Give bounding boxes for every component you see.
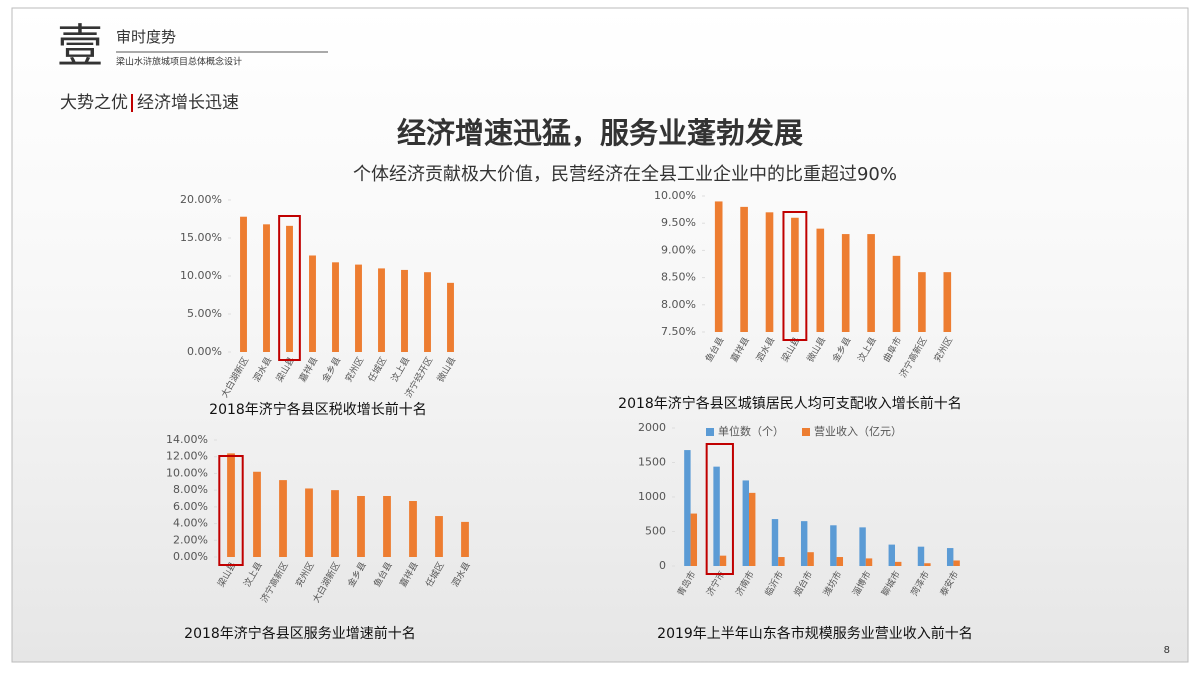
bar [461, 521, 469, 557]
legend-label: 营业收入（亿元） [814, 424, 902, 438]
bar [918, 272, 926, 332]
bar [841, 234, 850, 332]
highlight-box [705, 443, 734, 575]
bar [286, 225, 293, 352]
y-tick-label: 5.00% [187, 307, 222, 320]
bar [713, 466, 720, 566]
bar [807, 552, 814, 566]
bar [401, 269, 408, 352]
bar [253, 471, 261, 557]
y-tick-label: 9.00% [661, 243, 696, 256]
bar [435, 516, 443, 557]
bar [895, 561, 902, 566]
y-tick-label: 0.00% [187, 345, 222, 358]
bar [749, 492, 756, 566]
y-tick-label: 10.00% [180, 269, 222, 282]
bar [830, 525, 837, 566]
section-sub: 经济增长迅速 [137, 93, 239, 113]
bar [816, 228, 825, 332]
bar [309, 255, 316, 352]
chart-title: 2018年济宁各县区城镇居民人均可支配收入增长前十名 [618, 395, 962, 412]
legend-swatch [706, 428, 714, 436]
header-subtitle: 梁山水浒旅城项目总体概念设计 [116, 56, 242, 68]
bar [305, 488, 313, 557]
bar [424, 272, 431, 352]
y-tick-label: 1500 [638, 456, 666, 469]
legend-label: 单位数（个） [718, 424, 784, 438]
bar [943, 272, 952, 332]
y-tick-label: 9.50% [661, 216, 696, 229]
page-number: 8 [1164, 645, 1170, 656]
bar [953, 560, 960, 566]
bar [409, 501, 417, 557]
bar [800, 521, 808, 566]
bar [742, 480, 749, 566]
y-tick-label: 10.00% [166, 466, 208, 479]
bar [917, 546, 925, 566]
highlight-box [278, 215, 301, 361]
y-tick-label: 20.00% [180, 193, 222, 206]
highlight-box [782, 211, 808, 341]
bar [765, 212, 774, 332]
y-tick-label: 8.00% [661, 298, 696, 311]
y-tick-label: 7.50% [661, 325, 696, 338]
subheadline: 个体经济贡献极大价值，民营经济在全县工业企业中的比重超过90% [353, 164, 897, 185]
bar [771, 519, 779, 566]
header-title: 审时度势 [116, 28, 176, 46]
y-tick-label: 8.00% [173, 483, 208, 496]
bar [690, 513, 698, 566]
y-tick-label: 12.00% [166, 450, 208, 463]
headline: 经济增速迅猛，服务业蓬勃发展 [397, 116, 803, 150]
y-tick-label: 0 [659, 559, 666, 572]
bar [867, 234, 875, 332]
bar [240, 216, 247, 352]
bar [719, 555, 727, 566]
bar [924, 563, 931, 566]
y-tick-label: 15.00% [180, 231, 222, 244]
bar [865, 558, 873, 566]
legend-swatch [802, 428, 810, 436]
bar [447, 282, 454, 352]
section-main: 大势之优 [60, 93, 128, 113]
section-divider [131, 94, 133, 112]
bar [378, 268, 385, 352]
bar [263, 224, 270, 352]
chart-title: 2018年济宁各县区服务业增速前十名 [184, 625, 416, 642]
bar [355, 264, 362, 352]
bar [892, 255, 901, 332]
bar [227, 453, 235, 557]
y-tick-label: 10.00% [654, 189, 696, 202]
bar [859, 527, 866, 566]
bar [684, 450, 691, 566]
highlight-box [218, 455, 244, 566]
y-tick-label: 2000 [638, 421, 666, 434]
y-tick-label: 14.00% [166, 433, 208, 446]
y-tick-label: 1000 [638, 490, 666, 503]
header-number: 壹 [57, 19, 103, 73]
chart-title: 2018年济宁各县区税收增长前十名 [209, 401, 427, 418]
bar [383, 495, 391, 557]
y-tick-label: 8.50% [661, 271, 696, 284]
y-tick-label: 6.00% [173, 500, 208, 513]
bar [357, 495, 365, 557]
slide-frame [11, 7, 1189, 663]
bar [279, 480, 287, 557]
bar [332, 262, 339, 352]
y-tick-label: 0.00% [173, 550, 208, 563]
bar [836, 557, 844, 566]
bar [331, 490, 339, 557]
bar [946, 548, 954, 566]
y-tick-label: 2.00% [173, 533, 208, 546]
bar [778, 557, 785, 566]
bar [740, 206, 748, 332]
chart-title: 2019年上半年山东各市规模服务业营业收入前十名 [657, 625, 973, 642]
bar [714, 201, 723, 332]
bar [888, 544, 895, 566]
bar [791, 217, 799, 332]
y-tick-label: 500 [645, 525, 666, 538]
y-tick-label: 4.00% [173, 517, 208, 530]
